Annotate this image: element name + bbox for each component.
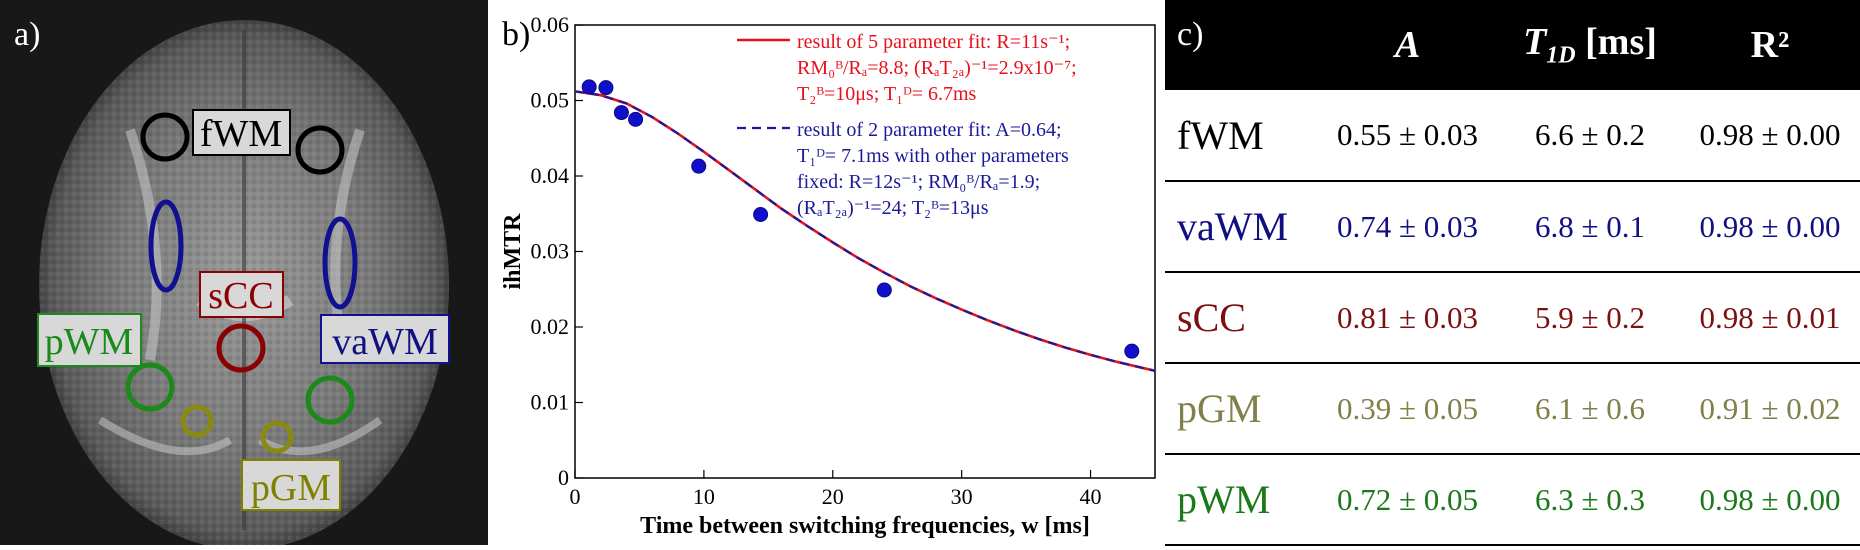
results-table-panel: c) A T1D [ms] R² fWM 0.55 ± 0.03 6.6 ± 0.2…: [1165, 0, 1860, 546]
x-tick-label: 30: [951, 484, 973, 509]
y-tick-label: 0.03: [531, 239, 570, 264]
row-name: fWM: [1165, 90, 1315, 182]
legend-text-2param: T₁ᴰ= 7.1ms with other parameters: [797, 145, 1069, 167]
cell-r2: 0.98 ± 0.01: [1680, 272, 1860, 364]
scc-roi: [216, 323, 266, 373]
legend-text-5param: RM₀ᴮ/Rₐ=8.8; (RₐT₂ₐ)⁻¹=2.9x10⁻⁷;: [797, 57, 1077, 79]
fwm-label-box: [192, 109, 291, 156]
cell-t1d: 6.8 ± 0.1: [1500, 181, 1680, 273]
data-point: [613, 105, 629, 121]
pwm-roi-right: [305, 375, 355, 425]
pgm-label: pGM: [251, 467, 331, 509]
fwm-label: fWM: [200, 113, 282, 155]
fwm-roi-right: [295, 125, 345, 175]
header-r2: R²: [1680, 0, 1860, 90]
x-tick-label: 0: [570, 484, 581, 509]
panel-c-label: c): [1165, 0, 1315, 90]
data-point: [876, 282, 892, 298]
brain-map: fWM vaWM sCC pWM pGM: [0, 0, 490, 550]
brain-image-panel: fWM vaWM sCC pWM pGM a): [0, 0, 490, 550]
row-name: vaWM: [1165, 181, 1315, 273]
table-row: vaWM 0.74 ± 0.03 6.8 ± 0.1 0.98 ± 0.00: [1165, 181, 1860, 273]
pgm-label-box: [241, 459, 341, 511]
header-t1d: T1D [ms]: [1500, 0, 1680, 90]
pgm-roi-right: [260, 420, 294, 454]
row-name: sCC: [1165, 272, 1315, 364]
cell-t1d: 6.6 ± 0.2: [1500, 90, 1680, 182]
data-point: [753, 207, 769, 223]
data-point: [1124, 343, 1140, 359]
results-table: c) A T1D [ms] R² fWM 0.55 ± 0.03 6.6 ± 0.2…: [1165, 0, 1860, 546]
data-point: [628, 111, 644, 127]
y-axis-label: ihMTR: [500, 213, 526, 290]
legend-text-5param: T₂ᴮ=10μs; T₁ᴰ= 6.7ms: [797, 83, 977, 105]
vawm-label-box: [320, 314, 450, 364]
cell-r2: 0.98 ± 0.00: [1680, 454, 1860, 546]
cell-t1d: 5.9 ± 0.2: [1500, 272, 1680, 364]
data-point: [598, 80, 614, 96]
cell-a: 0.55 ± 0.03: [1315, 90, 1500, 182]
pgm-roi-left: [180, 404, 214, 438]
row-name: pWM: [1165, 454, 1315, 546]
legend-text-2param: result of 2 parameter fit: A=0.64;: [797, 119, 1062, 141]
table-row: fWM 0.55 ± 0.03 6.6 ± 0.2 0.98 ± 0.00: [1165, 90, 1860, 182]
data-point: [581, 79, 597, 95]
row-name: pGM: [1165, 363, 1315, 455]
fit-curve-2: [574, 90, 1156, 372]
y-tick-label: 0.06: [531, 12, 570, 37]
pwm-label: pWM: [45, 321, 134, 363]
cell-r2: 0.91 ± 0.02: [1680, 363, 1860, 455]
table-row: pGM 0.39 ± 0.05 6.1 ± 0.6 0.91 ± 0.02: [1165, 363, 1860, 455]
cell-a: 0.39 ± 0.05: [1315, 363, 1500, 455]
panel-a-label: a): [14, 16, 41, 53]
pwm-roi-left: [125, 362, 175, 412]
fit-chart-panel: 0 0.01 0.02 0.03 0.04 0.05 0.06 0 10 20 30 40 Time b…: [490, 0, 1170, 545]
y-tick-label: 0.01: [531, 390, 570, 415]
fwm-roi-left: [140, 112, 190, 162]
scc-label: sCC: [208, 275, 273, 317]
cell-r2: 0.98 ± 0.00: [1680, 181, 1860, 273]
y-tick-label: 0.04: [531, 163, 570, 188]
legend-text-5param: result of 5 parameter fit: R=11s⁻¹;: [797, 31, 1070, 53]
cell-t1d: 6.1 ± 0.6: [1500, 363, 1680, 455]
table-row: sCC 0.81 ± 0.03 5.9 ± 0.2 0.98 ± 0.01: [1165, 272, 1860, 364]
x-tick-label: 20: [822, 484, 844, 509]
table-header-row: c) A T1D [ms] R²: [1165, 0, 1860, 90]
vawm-label: vaWM: [332, 321, 438, 363]
x-tick-label: 40: [1080, 484, 1102, 509]
ihmtr-chart: 0 0.01 0.02 0.03 0.04 0.05 0.06 0 10 20 30 40 Time b…: [500, 12, 1156, 539]
y-tick-label: 0.02: [531, 314, 570, 339]
cell-a: 0.81 ± 0.03: [1315, 272, 1500, 364]
legend-text-2param: fixed: R=12s⁻¹; RM₀ᴮ/Rₐ=1.9;: [797, 171, 1040, 193]
cell-a: 0.72 ± 0.05: [1315, 454, 1500, 546]
cell-t1d: 6.3 ± 0.3: [1500, 454, 1680, 546]
cell-a: 0.74 ± 0.03: [1315, 181, 1500, 273]
x-axis-label: Time between switching frequencies, w [m…: [640, 513, 1090, 539]
vawm-roi-left: [148, 199, 184, 293]
y-tick-label: 0.05: [531, 88, 570, 113]
x-tick-label: 10: [693, 484, 715, 509]
panel-b-label: b): [502, 16, 531, 53]
data-point: [691, 158, 707, 174]
cell-r2: 0.98 ± 0.00: [1680, 90, 1860, 182]
header-a: A: [1315, 0, 1500, 90]
table-row: pWM 0.72 ± 0.05 6.3 ± 0.3 0.98 ± 0.00: [1165, 454, 1860, 546]
pwm-label-box: [37, 313, 142, 367]
vawm-roi-right: [322, 216, 358, 310]
y-tick-label: 0: [558, 465, 569, 490]
legend-text-2param: (RₐT₂ₐ)⁻¹=24; T₂ᴮ=13μs: [797, 197, 989, 219]
scc-label-box: [199, 271, 284, 318]
